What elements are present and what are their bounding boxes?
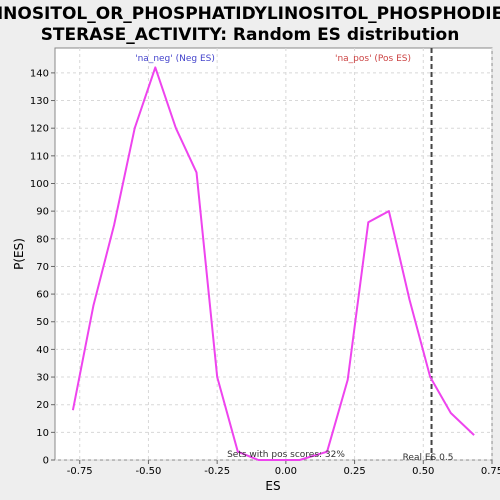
y-tick-label: 120: [30, 124, 49, 135]
x-tick-label: 0.75: [481, 466, 500, 477]
y-tick-label: 30: [36, 373, 49, 384]
series-line: [71, 66, 475, 461]
y-tick-label: 40: [36, 345, 49, 356]
y-tick-label: 100: [30, 179, 49, 190]
x-tick-label: -0.50: [136, 466, 162, 477]
y-tick-label: 50: [36, 317, 49, 328]
y-tick-label: 0: [43, 456, 49, 467]
axis-ticks: 0 10 20 30 40 50 60 70 80 90 100 110 120 130 140 -0.75 -…: [30, 68, 500, 477]
grid-lines: [55, 48, 493, 461]
pos-scores-text: Sets with pos scores: 32%: [227, 450, 345, 460]
y-tick-label: 140: [30, 68, 49, 79]
y-axis-label: P(ES): [12, 238, 26, 270]
x-tick-label: -0.25: [204, 466, 230, 477]
y-tick-label: 60: [36, 290, 49, 301]
x-axis-label: ES: [265, 479, 280, 493]
x-tick-label: -0.75: [67, 466, 93, 477]
pos-es-label: 'na_pos' (Pos ES): [335, 54, 411, 64]
neg-es-label: 'na_neg' (Neg ES): [135, 54, 215, 64]
chart-title-line-1: INOSITOL_OR_PHOSPHATIDYLINOSITOL_PHOSPHO…: [0, 4, 500, 24]
real-es-text: Real ES 0.5: [403, 453, 454, 463]
x-tick-label: 0.00: [275, 466, 297, 477]
y-tick-label: 90: [36, 207, 49, 218]
x-tick-label: 0.50: [412, 466, 434, 477]
y-tick-label: 10: [36, 428, 49, 439]
plot-area: [54, 47, 493, 461]
y-tick-label: 20: [36, 400, 49, 411]
y-tick-label: 80: [36, 234, 49, 245]
y-tick-label: 110: [30, 151, 49, 162]
x-tick-label: 0.25: [343, 466, 365, 477]
chart-title-line-2: STERASE_ACTIVITY: Random ES distribution: [41, 25, 460, 45]
y-tick-label: 70: [36, 262, 49, 273]
y-tick-label: 130: [30, 96, 49, 107]
